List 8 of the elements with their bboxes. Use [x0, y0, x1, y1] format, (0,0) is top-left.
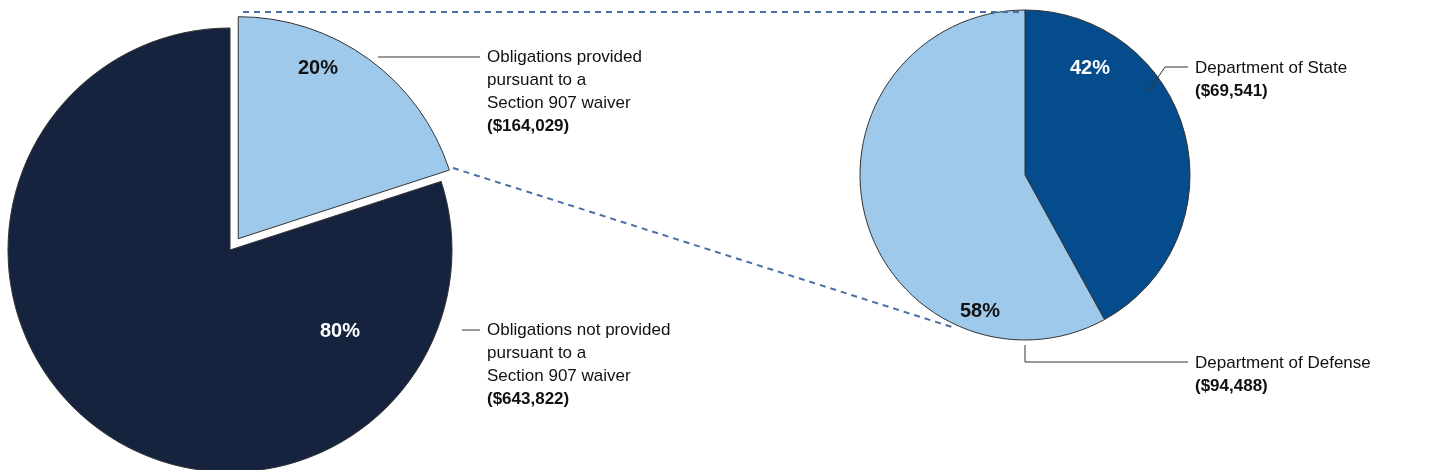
data-label: 80%: [319, 319, 361, 341]
slice-label: Obligations not provided pursuant to a Section 907 waiver ($643,822): [487, 320, 671, 408]
slice-label: Department of State ($69,541): [1195, 58, 1348, 100]
data-label: 58%: [959, 299, 1001, 321]
slice-label: Obligations provided pursuant to a Section 907 waiver ($164,029): [487, 47, 642, 135]
slice-label: Department of Defense ($94,488): [1195, 353, 1371, 395]
data-label: 42%: [1069, 56, 1111, 78]
data-label: 20%: [297, 56, 339, 78]
